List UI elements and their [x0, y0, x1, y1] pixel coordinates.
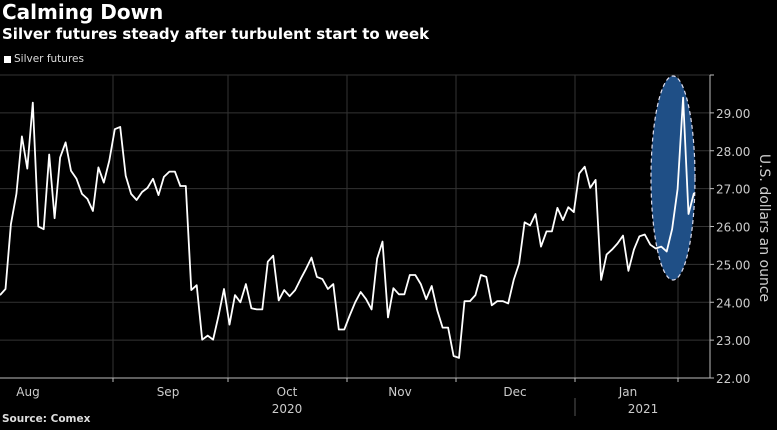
- chart-subtitle: Silver futures steady after turbulent st…: [2, 25, 430, 43]
- y-tick-label: 23.00: [716, 334, 750, 348]
- chart-title: Calming Down: [2, 0, 164, 24]
- legend: Silver futures: [4, 53, 84, 65]
- highlight-ellipse: [650, 75, 696, 281]
- y-tick-label: 27.00: [716, 183, 750, 197]
- y-axis-label: U.S. dollars an ounce: [756, 154, 772, 302]
- y-tick-label: 26.00: [716, 221, 750, 235]
- x-tick-label: Aug: [16, 385, 39, 399]
- series-line-silver-futures: [0, 96, 695, 359]
- y-tick-label: 22.00: [716, 372, 750, 386]
- x-tick-label: Nov: [388, 385, 411, 399]
- legend-label: Silver futures: [14, 53, 84, 65]
- source-note: Source: Comex: [2, 413, 91, 425]
- y-tick-label: 29.00: [716, 107, 750, 121]
- x-year-label: 2020: [272, 402, 303, 416]
- x-tick-label: Sep: [157, 385, 180, 399]
- x-tick-label: Dec: [503, 385, 526, 399]
- legend-swatch: [4, 55, 11, 63]
- y-tick-label: 28.00: [716, 145, 750, 159]
- y-tick-label: 24.00: [716, 296, 750, 310]
- x-tick-label: Oct: [277, 385, 298, 399]
- y-tick-label: 25.00: [716, 258, 750, 272]
- x-tick-label: Jan: [618, 385, 638, 399]
- x-year-label: 2021: [628, 402, 659, 416]
